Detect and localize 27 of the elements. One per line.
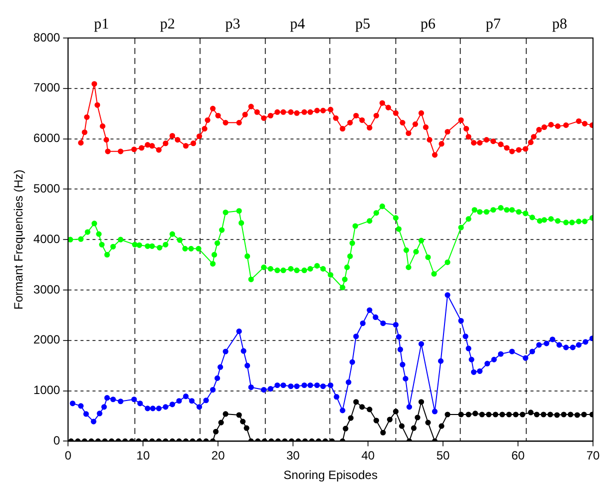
x-tick-label: 30 (286, 448, 300, 463)
text: p1 (94, 16, 109, 32)
y-tick-label: 0 (53, 434, 60, 448)
text: p6 (420, 16, 436, 32)
y-tick-label: 8000 (33, 30, 60, 44)
x-tick-label: 40 (361, 448, 376, 463)
y-tick-label: 5000 (33, 182, 60, 196)
x-tick-label: 60 (511, 448, 526, 463)
y-tick-label: 6000 (33, 131, 60, 146)
x-tick-label: 20 (211, 448, 226, 463)
text: p2 (160, 16, 175, 32)
x-tick-label: 70 (586, 448, 600, 463)
text: p8 (552, 16, 568, 32)
y-tick-label: 2000 (33, 332, 60, 347)
x-axis-title: Snoring Episodes (284, 468, 378, 482)
text: p4 (290, 16, 306, 32)
y-tick-label: 1000 (33, 383, 60, 398)
x-tick-label: 0 (64, 448, 72, 463)
x-tick-label: 10 (136, 448, 150, 463)
y-axis-title: Formant Frequencies (Hz) (12, 170, 26, 310)
text: p5 (355, 16, 370, 32)
y-tick-label: 7000 (33, 80, 60, 95)
x-tick-label: 50 (436, 448, 450, 463)
y-tick-label: 4000 (33, 232, 60, 246)
y-tick-label: 3000 (33, 282, 60, 296)
text: p3 (225, 16, 240, 32)
text: p7 (486, 16, 502, 32)
